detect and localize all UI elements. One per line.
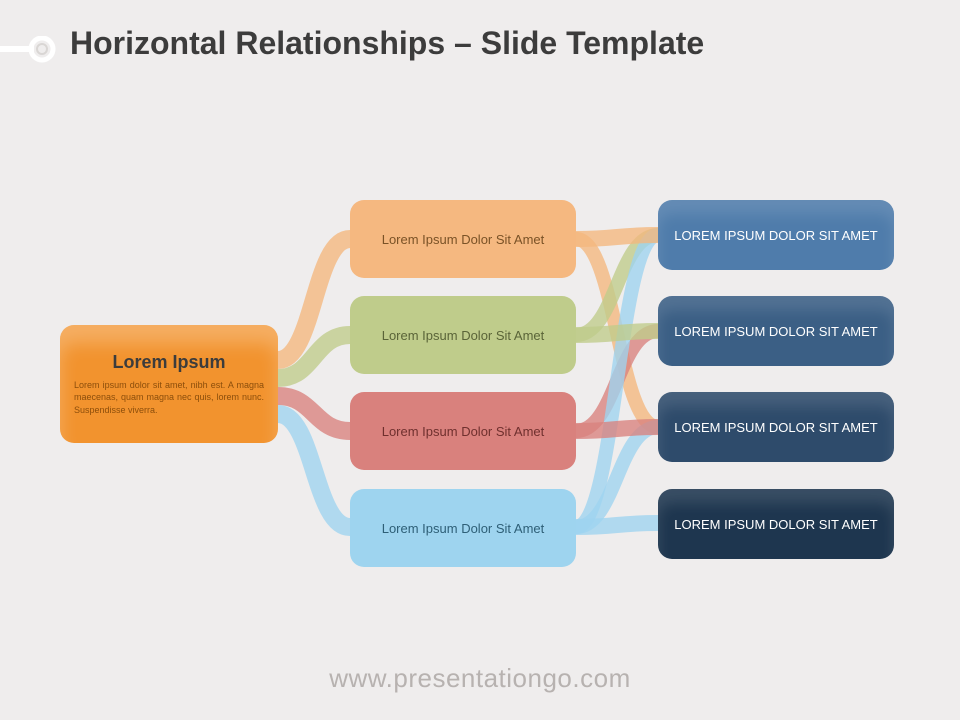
right-node-2: LOREM IPSUM DOLOR SIT AMET bbox=[658, 296, 894, 366]
footer-url: www.presentationgo.com bbox=[0, 663, 960, 694]
slide: Horizontal Relationships – Slide Templat… bbox=[0, 0, 960, 720]
connector bbox=[576, 331, 658, 335]
connector bbox=[576, 235, 658, 239]
middle-node-1: Lorem Ipsum Dolor Sit Amet bbox=[350, 200, 576, 278]
right-node-3: LOREM IPSUM DOLOR SIT AMET bbox=[658, 392, 894, 462]
root-title: Lorem Ipsum bbox=[112, 352, 225, 373]
relationship-diagram: Lorem Ipsum Lorem ipsum dolor sit amet, n… bbox=[0, 0, 960, 720]
right-node-1: LOREM IPSUM DOLOR SIT AMET bbox=[658, 200, 894, 270]
root-body: Lorem ipsum dolor sit amet, nibh est. A … bbox=[74, 379, 264, 417]
middle-node-3: Lorem Ipsum Dolor Sit Amet bbox=[350, 392, 576, 470]
connector bbox=[576, 427, 658, 431]
middle-node-2: Lorem Ipsum Dolor Sit Amet bbox=[350, 296, 576, 374]
middle-node-4: Lorem Ipsum Dolor Sit Amet bbox=[350, 489, 576, 567]
right-node-4: LOREM IPSUM DOLOR SIT AMET bbox=[658, 489, 894, 559]
connector bbox=[576, 523, 658, 527]
root-node: Lorem Ipsum Lorem ipsum dolor sit amet, n… bbox=[60, 325, 278, 443]
